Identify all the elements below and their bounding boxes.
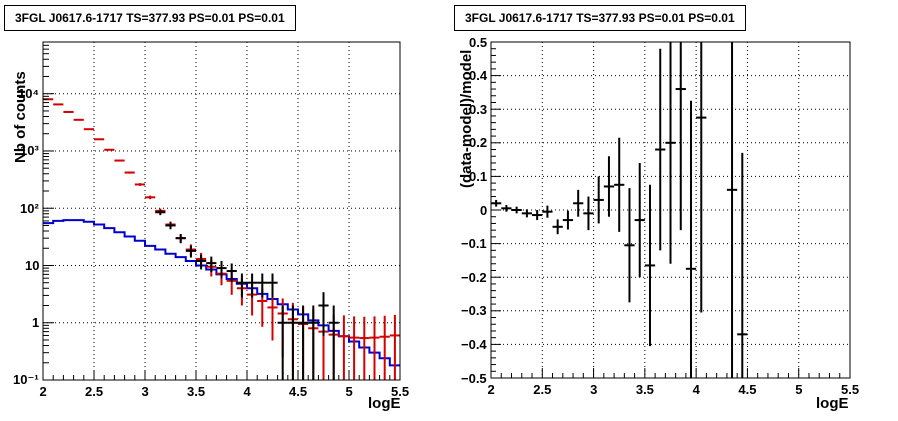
residual-y-tick-label: 0.3 [469, 101, 488, 117]
counts-x-tick-label: 3.5 [187, 384, 206, 399]
counts-x-tick-label: 3 [141, 384, 149, 399]
counts-x-axis-title: logE [368, 395, 401, 412]
residual-y-tick-label: 0.1 [469, 168, 488, 184]
residual-y-tick-label: −0.5 [461, 370, 487, 386]
residual-pad: 3FGL J0617.6-1717 TS=377.93 PS=0.01 PS=0… [449, 0, 898, 421]
residual-plot [490, 41, 851, 379]
residual-x-tick-label: 2 [487, 382, 495, 397]
counts-y-tick-label: 10⁴ [18, 86, 39, 102]
counts-plot-area [43, 42, 400, 380]
counts-x-tick-label: 5.5 [391, 384, 410, 399]
counts-x-tick-label: 2.5 [85, 384, 104, 399]
residual-x-tick-label: 3 [590, 382, 598, 397]
counts-plot [42, 41, 401, 381]
counts-x-tick-label: 4 [243, 384, 251, 399]
counts-y-tick-label: 10⁻¹ [13, 372, 39, 387]
residual-x-tick-label: 4 [692, 382, 700, 397]
residual-y-tick-label: −0.2 [461, 269, 487, 285]
residual-y-tick-label: −0.1 [461, 236, 487, 252]
residual-x-tick-label: 2.5 [533, 382, 552, 397]
counts-y-tick-label: 1 [32, 315, 40, 331]
counts-x-tick-label: 2 [39, 384, 47, 399]
residual-plot-title: 3FGL J0617.6-1717 TS=377.93 PS=0.01 PS=0… [454, 5, 746, 31]
residual-y-tick-label: 0 [480, 202, 488, 218]
residual-x-tick-label: 3.5 [635, 382, 654, 397]
residual-y-tick-label: −0.4 [461, 336, 487, 352]
counts-y-tick-label: 10³ [20, 143, 39, 159]
residual-x-tick-label: 5.5 [841, 382, 860, 397]
residual-y-tick-label: 0.2 [469, 135, 488, 151]
counts-pad: 3FGL J0617.6-1717 TS=377.93 PS=0.01 PS=0… [4, 5, 410, 412]
residual-x-tick-label: 4.5 [738, 382, 757, 397]
counts-x-tick-label: 4.5 [289, 384, 308, 399]
counts-y-tick-label: 10² [20, 200, 39, 216]
counts-plot-title: 3FGL J0617.6-1717 TS=377.93 PS=0.01 PS=0… [4, 5, 296, 31]
residual-y-tick-label: 0.5 [469, 34, 488, 50]
residual-x-tick-label: 5 [795, 382, 803, 397]
counts-y-tick-label: 10 [25, 257, 40, 273]
counts-x-tick-label: 5 [345, 384, 353, 399]
residual-y-tick-label: −0.3 [461, 303, 487, 319]
residual-y-tick-label: 0.4 [469, 68, 488, 84]
residual-x-axis-title: logE [816, 395, 849, 412]
